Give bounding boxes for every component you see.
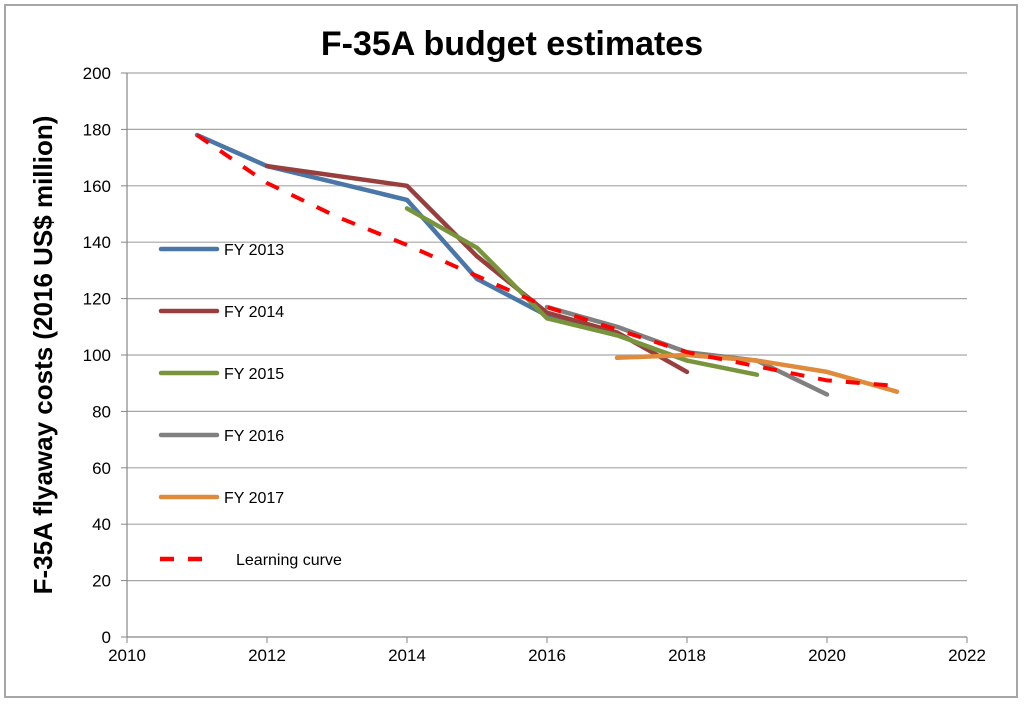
- x-tick-label: 2020: [808, 646, 846, 665]
- y-tick-label: 200: [83, 64, 111, 83]
- gridlines: [127, 72, 967, 582]
- legend-item: Learning curve: [160, 552, 342, 569]
- y-axis-label: F-35A flyaway costs (2016 US$ million): [28, 116, 58, 595]
- legend-label: FY 2013: [224, 242, 284, 259]
- series-line-fy-2014: [264, 163, 690, 375]
- y-tick-label: 0: [102, 628, 111, 647]
- legend-item: FY 2013: [158, 242, 284, 259]
- legend-item: FY 2014: [158, 304, 284, 321]
- y-tick-label: 180: [83, 120, 111, 139]
- series-line-fy-2013: [194, 132, 620, 338]
- y-tick-labels: 0 20 40 60 80 100 120 140 160 180 200: [83, 64, 111, 647]
- series-lines: [194, 132, 900, 397]
- legend: FY 2013 FY 2014 FY 2015 FY 2016 FY 2017 Learn…: [158, 242, 342, 569]
- chart-frame: [4, 4, 1018, 698]
- legend-item: FY 2015: [158, 366, 284, 383]
- legend-label: FY 2015: [224, 366, 284, 383]
- axes: [121, 72, 968, 643]
- y-tick-label: 100: [83, 346, 111, 365]
- x-tick-label: 2012: [248, 646, 286, 665]
- y-tick-label: 140: [83, 233, 111, 252]
- x-tick-label: 2010: [108, 646, 146, 665]
- x-tick-label: 2014: [388, 646, 426, 665]
- y-tick-label: 40: [92, 515, 111, 534]
- legend-item: FY 2017: [158, 490, 284, 507]
- y-tick-label: 120: [83, 290, 111, 309]
- y-tick-label: 20: [92, 572, 111, 591]
- y-tick-label: 60: [92, 459, 111, 478]
- legend-label: FY 2016: [224, 428, 284, 445]
- y-tick-label: 160: [83, 177, 111, 196]
- x-tick-label: 2016: [528, 646, 566, 665]
- series-line-fy-2015: [404, 206, 760, 377]
- chart-title: F-35A budget estimates: [321, 25, 703, 63]
- x-tick-label: 2022: [948, 646, 986, 665]
- x-tick-label: 2018: [668, 646, 706, 665]
- legend-label: Learning curve: [236, 552, 342, 569]
- y-tick-label: 80: [92, 402, 111, 421]
- x-tick-labels: 2010 2012 2014 2016 2018 2020 2022: [108, 646, 986, 665]
- series-line-fy-2017: [614, 352, 900, 394]
- legend-label: FY 2017: [224, 490, 284, 507]
- legend-item: FY 2016: [158, 428, 284, 445]
- legend-label: FY 2014: [224, 304, 284, 321]
